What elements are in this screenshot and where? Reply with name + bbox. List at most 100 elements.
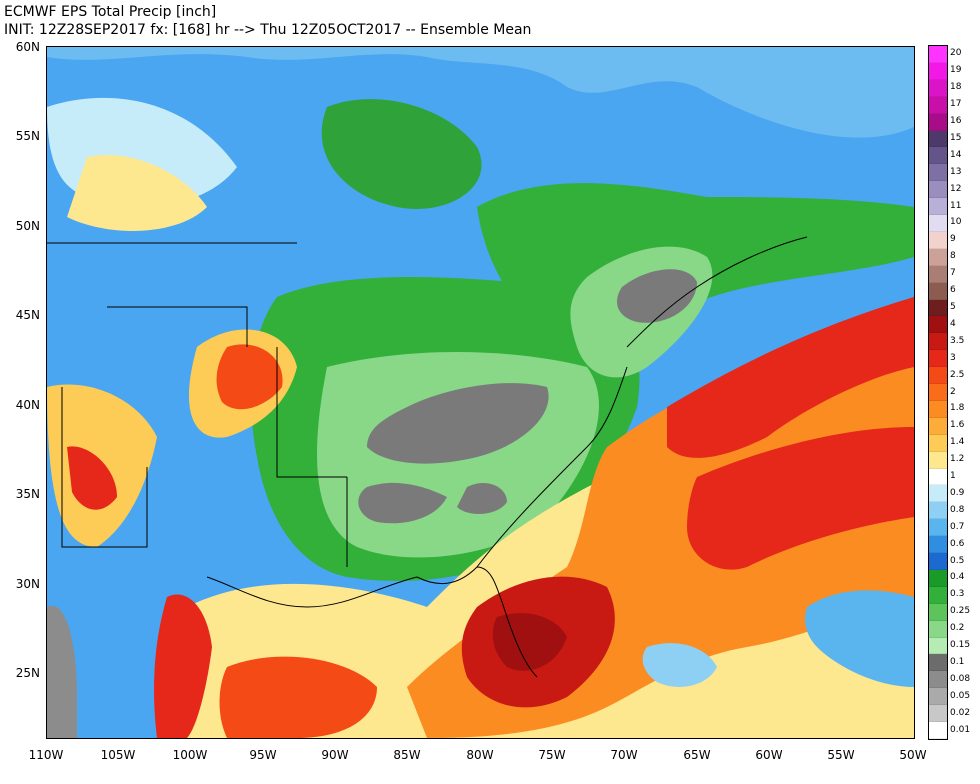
colorbar-label: 3 (950, 352, 956, 363)
lat-label-35n: 35N (15, 487, 40, 501)
colorbar-label: 16 (950, 116, 962, 127)
colorbar-label: 2 (950, 386, 956, 397)
colorbar-label: 2.5 (950, 369, 965, 380)
colorbar-cell (929, 722, 947, 739)
lon-label-75w: 75W (538, 748, 566, 762)
lon-label-105w: 105W (100, 748, 136, 762)
colorbar (928, 45, 948, 740)
precip-field (47, 47, 914, 738)
lon-label-80w: 80W (466, 748, 494, 762)
colorbar-label: 7 (950, 268, 956, 279)
colorbar-cell (929, 96, 947, 114)
colorbar-label: 0.02 (950, 707, 971, 718)
colorbar-cell (929, 316, 947, 334)
colorbar-cell (929, 79, 947, 97)
colorbar-label: 0.8 (950, 504, 965, 515)
colorbar-cell (929, 215, 947, 232)
colorbar-label: 17 (950, 99, 962, 110)
lon-label-50w: 50W (899, 748, 927, 762)
colorbar-cell (929, 46, 947, 63)
colorbar-label: 14 (950, 149, 962, 160)
colorbar-label: 0.6 (950, 538, 965, 549)
colorbar-label: 4 (950, 318, 956, 329)
lat-label-25n: 25N (15, 666, 40, 680)
colorbar-label: 10 (950, 217, 962, 228)
colorbar-cell (929, 468, 947, 486)
colorbar-cell (929, 553, 947, 570)
lon-label-55w: 55W (827, 748, 855, 762)
lat-label-50n: 50N (15, 219, 40, 233)
colorbar-label: 0.4 (950, 572, 965, 583)
lon-label-70w: 70W (610, 748, 638, 762)
colorbar-label: 20 (950, 48, 962, 59)
colorbar-label: 1.8 (950, 403, 965, 414)
colorbar-label: 12 (950, 183, 962, 194)
colorbar-cell (929, 502, 947, 520)
colorbar-label: 11 (950, 200, 962, 211)
colorbar-label: 8 (950, 251, 956, 262)
colorbar-label: 0.3 (950, 589, 965, 600)
colorbar-cell (929, 299, 947, 317)
colorbar-label: 0.2 (950, 623, 965, 634)
colorbar-cell (929, 350, 947, 368)
colorbar-label: 0.08 (950, 673, 971, 684)
colorbar-cell (929, 671, 947, 689)
colorbar-label: 0.5 (950, 555, 965, 566)
lat-label-60n: 60N (15, 40, 40, 54)
colorbar-cell (929, 417, 947, 435)
colorbar-cell (929, 620, 947, 638)
colorbar-cell (929, 333, 947, 351)
lon-label-90w: 90W (321, 748, 349, 762)
colorbar-cell (929, 198, 947, 215)
lon-label-60w: 60W (755, 748, 783, 762)
colorbar-cell (929, 130, 947, 148)
colorbar-label: 0.7 (950, 521, 965, 532)
colorbar-label: 0.9 (950, 487, 965, 498)
colorbar-cell (929, 282, 947, 300)
colorbar-label: 13 (950, 166, 962, 177)
colorbar-cell (929, 434, 947, 452)
colorbar-cell (929, 62, 947, 80)
boundaries (47, 236, 808, 678)
colorbar-label: 1.4 (950, 437, 965, 448)
colorbar-cell (929, 569, 947, 587)
lat-label-40n: 40N (15, 398, 40, 412)
colorbar-label: 0.25 (950, 606, 971, 617)
colorbar-label: 3.5 (950, 335, 965, 346)
colorbar-cell (929, 451, 947, 469)
lat-label-55n: 55N (15, 129, 40, 143)
colorbar-cell (929, 147, 947, 165)
colorbar-cell (929, 181, 947, 199)
colorbar-label: 15 (950, 132, 962, 143)
colorbar-cell (929, 654, 947, 672)
lon-label-110w: 110W (28, 748, 64, 762)
map-title: ECMWF EPS Total Precip [inch] (4, 4, 217, 20)
lon-label-85w: 85W (393, 748, 421, 762)
colorbar-cell (929, 164, 947, 182)
colorbar-cell (929, 519, 947, 537)
colorbar-cell (929, 265, 947, 283)
colorbar-label: 0.05 (950, 690, 971, 701)
colorbar-cell (929, 231, 947, 249)
lon-label-100w: 100W (172, 748, 208, 762)
colorbar-cell (929, 367, 947, 385)
precip-shading (47, 47, 914, 738)
lat-label-30n: 30N (15, 577, 40, 591)
colorbar-cell (929, 485, 947, 503)
precip-map (46, 46, 915, 739)
lon-label-65w: 65W (683, 748, 711, 762)
colorbar-label: 19 (950, 65, 962, 76)
colorbar-label: 5 (950, 301, 956, 312)
colorbar-label: 0.1 (950, 656, 965, 667)
colorbar-cell (929, 688, 947, 706)
colorbar-label: 6 (950, 285, 956, 296)
colorbar-cell (929, 400, 947, 418)
colorbar-label: 9 (950, 234, 956, 245)
colorbar-label: 0.01 (950, 724, 971, 735)
colorbar-cell (929, 637, 947, 655)
colorbar-label: 1 (950, 471, 956, 481)
colorbar-label: 0.15 (950, 640, 971, 651)
colorbar-cell (929, 536, 947, 554)
colorbar-cell (929, 113, 947, 131)
colorbar-label: 1.6 (950, 420, 965, 431)
